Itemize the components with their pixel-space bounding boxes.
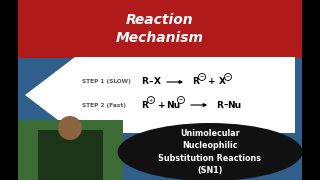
Text: STEP 1 (SLOW): STEP 1 (SLOW) xyxy=(82,80,131,84)
Text: −: − xyxy=(200,75,204,80)
Text: –: – xyxy=(224,100,228,109)
Text: X: X xyxy=(154,78,161,87)
Text: +: + xyxy=(208,78,216,87)
Bar xyxy=(18,120,123,180)
Text: R: R xyxy=(193,78,199,87)
Bar xyxy=(18,0,302,58)
Text: Nu: Nu xyxy=(166,100,180,109)
Text: +: + xyxy=(149,98,153,102)
Bar xyxy=(0,0,18,180)
Text: Nu: Nu xyxy=(227,100,241,109)
Bar xyxy=(302,0,320,180)
Text: R: R xyxy=(141,100,148,109)
Bar xyxy=(38,130,103,180)
Text: R: R xyxy=(217,100,223,109)
Text: −: − xyxy=(179,98,183,102)
Ellipse shape xyxy=(117,123,302,180)
Text: R: R xyxy=(141,78,148,87)
Text: +: + xyxy=(158,100,166,109)
Polygon shape xyxy=(25,57,295,133)
Text: −: − xyxy=(226,75,230,80)
Text: STEP 2 (Fast): STEP 2 (Fast) xyxy=(82,102,126,107)
Text: Unimolecular
Nucleophilic
Substitution Reactions
(SN1): Unimolecular Nucleophilic Substitution R… xyxy=(158,129,261,175)
Text: –: – xyxy=(149,78,153,87)
Circle shape xyxy=(58,116,82,140)
Text: Reaction
Mechanism: Reaction Mechanism xyxy=(116,13,204,45)
Text: X: X xyxy=(219,78,226,87)
